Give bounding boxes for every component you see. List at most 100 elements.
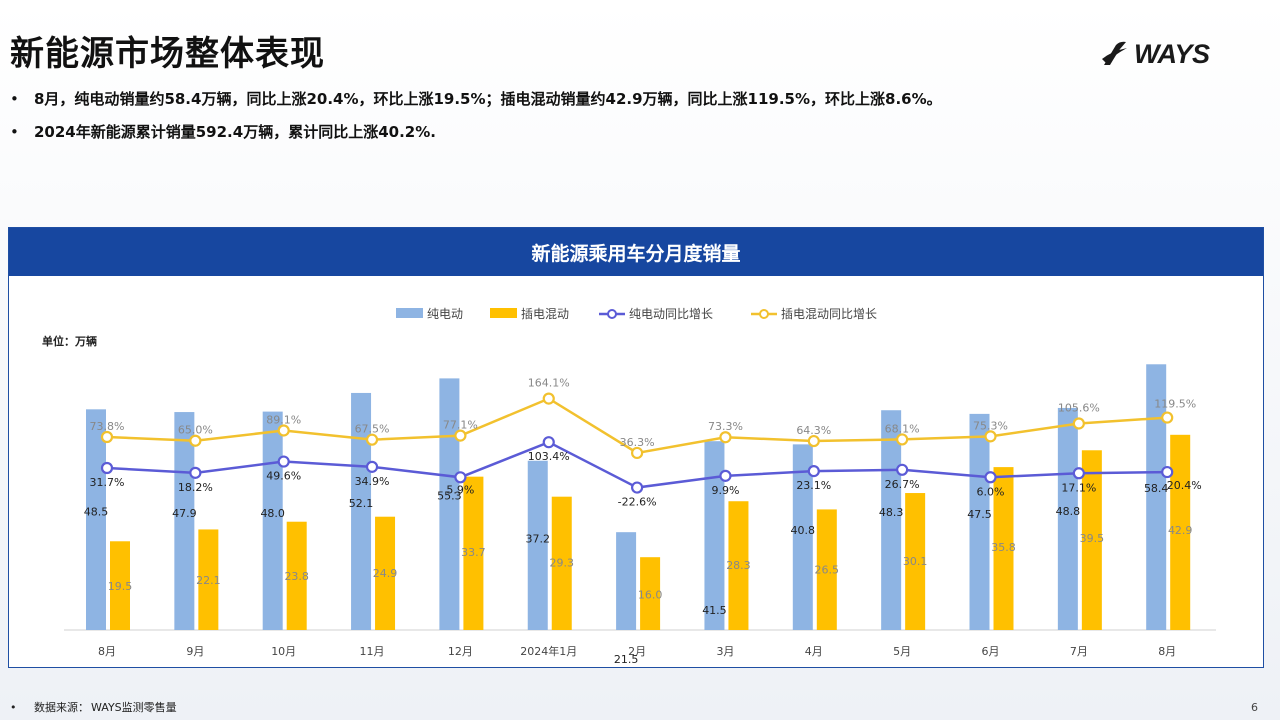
bar-bev [262, 411, 283, 630]
bar-bev [174, 412, 195, 630]
data-label-bev-growth: 26.7% [885, 478, 920, 491]
bev-growth-marker [542, 436, 555, 449]
x-tick-label: 7月 [1070, 645, 1088, 658]
data-source-label: 数据来源： [34, 701, 89, 714]
bullet-text: 2024年新能源累计销量592.4万辆，累计同比上涨40.2%. [34, 123, 436, 141]
bev-growth-marker [277, 455, 290, 468]
bar-phev [993, 467, 1014, 630]
unit-label: 单位：万辆 [42, 334, 97, 348]
bar-bev [527, 460, 548, 630]
data-label-bev-growth: 23.1% [796, 479, 831, 492]
data-label-bev: 47.5 [967, 508, 992, 521]
legend-swatch-bev [396, 308, 423, 318]
bar-phev [198, 529, 219, 630]
phev-growth-marker [984, 430, 997, 443]
x-tick-label: 12月 [448, 645, 473, 658]
data-label-phev: 26.5 [815, 563, 840, 576]
legend-marker-bev-growth [607, 309, 617, 319]
data-label-phev-growth: 75.3% [973, 419, 1008, 432]
bar-phev [110, 541, 130, 630]
x-tick-label: 8月 [1158, 645, 1176, 658]
data-label-phev: 23.8 [284, 570, 309, 583]
bar-bev [969, 413, 990, 630]
data-label-bev: 55.3 [437, 489, 462, 502]
x-tick-label: 11月 [360, 645, 385, 658]
data-label-bev: 48.3 [879, 506, 904, 519]
data-label-bev-growth: 9.9% [711, 484, 739, 497]
legend-label-bev-growth: 纯电动同比增长 [629, 307, 713, 321]
legend-marker-phev-growth [759, 309, 769, 319]
phev-growth-marker [719, 431, 732, 444]
page-number: 6 [1251, 701, 1258, 714]
data-label-bev: 41.5 [702, 604, 727, 617]
data-label-phev-growth: 65.0% [178, 424, 213, 437]
bar-phev [286, 521, 307, 630]
data-label-phev-growth: 67.5% [355, 423, 390, 436]
phev-growth-marker [189, 434, 202, 447]
data-label-phev: 29.3 [550, 557, 575, 570]
bar-phev [551, 496, 572, 630]
bev-growth-marker [984, 471, 997, 484]
footer-bullet-icon: • [10, 700, 17, 714]
data-label-bev-growth: -22.6% [618, 496, 657, 509]
data-label-phev-growth: 105.6% [1058, 401, 1100, 414]
bar-bev [792, 444, 813, 630]
data-label-phev: 24.9 [373, 567, 398, 580]
data-source-note: • 数据来源： WAYS监测零售量 [10, 699, 177, 715]
x-tick-label: 2024年1月 [520, 644, 577, 658]
bev-growth-marker [454, 471, 467, 484]
data-label-bev: 47.9 [172, 507, 197, 520]
data-label-phev-growth: 64.3% [796, 424, 831, 437]
data-label-bev: 40.8 [791, 524, 816, 537]
data-label-bev: 48.0 [260, 507, 285, 520]
phev-growth-marker [454, 429, 467, 442]
bev-growth-marker [1161, 465, 1174, 479]
data-label-bev-growth: 34.9% [355, 475, 390, 488]
data-label-bev-growth: 18.2% [178, 481, 213, 494]
x-tick-label: 4月 [805, 645, 823, 658]
bev-growth-marker [365, 460, 379, 473]
bullet-dot-icon: • [10, 90, 19, 108]
x-tick-label: 8月 [98, 645, 116, 658]
data-label-bev-growth: 20.4% [1167, 479, 1202, 492]
bev-growth-marker [1072, 467, 1085, 480]
ways-logo: WAYS [1100, 34, 1220, 74]
data-label-phev: 39.5 [1080, 532, 1105, 545]
data-label-bev: 37.2 [526, 533, 551, 546]
data-label-bev: 48.5 [84, 506, 109, 519]
data-label-phev: 30.1 [903, 555, 928, 568]
bullet-dot-icon: • [10, 123, 19, 141]
bev-growth-marker [807, 464, 820, 478]
data-label-phev-growth: 119.5% [1154, 398, 1196, 411]
bar-bev [616, 532, 637, 630]
phev-growth-marker [100, 430, 114, 444]
data-label-phev-growth: 164.1% [528, 377, 570, 390]
x-tick-label: 6月 [982, 645, 1000, 658]
bullet-text: 8月，纯电动销量约58.4万辆，同比上涨20.4%，环比上涨19.5%；插电混动… [34, 90, 942, 108]
x-tick-label: 9月 [186, 645, 204, 658]
bar-bev [351, 392, 372, 630]
bar-bev [439, 378, 460, 630]
data-label-bev: 58.4 [1144, 482, 1169, 495]
phev-growth-marker [1161, 411, 1174, 424]
phev-growth-marker [365, 433, 379, 446]
data-label-bev-growth: 17.1% [1061, 481, 1096, 494]
data-source-value: WAYS监测零售量 [91, 701, 177, 714]
data-label-phev-growth: 68.1% [885, 422, 920, 435]
data-label-bev: 52.1 [349, 497, 374, 510]
x-tick-label: 5月 [893, 645, 911, 658]
ways-logo-icon [1102, 41, 1127, 65]
data-label-phev: 33.7 [461, 546, 486, 559]
chart-panel: 新能源乘用车分月度销量 单位：万辆 纯电动 插电混动 纯电动同比增长 插电混动同比增长 8… [8, 227, 1264, 668]
bullet-item: • 8月，纯电动销量约58.4万辆，同比上涨20.4%，环比上涨19.5%；插电… [10, 90, 942, 108]
page-title: 新能源市场整体表现 [10, 34, 325, 74]
phev-growth-marker [277, 424, 290, 437]
bar-phev [375, 516, 396, 630]
bar-phev [463, 476, 484, 630]
data-label-phev: 19.5 [108, 580, 133, 593]
phev-growth-marker [896, 433, 909, 446]
legend-swatch-phev [490, 308, 517, 318]
sales-chart: 单位：万辆 纯电动 插电混动 纯电动同比增长 插电混动同比增长 8月 48.5 19.5 9月 4… [42, 307, 1216, 666]
bar-bev [1057, 407, 1078, 630]
data-label-phev: 22.1 [196, 574, 221, 587]
